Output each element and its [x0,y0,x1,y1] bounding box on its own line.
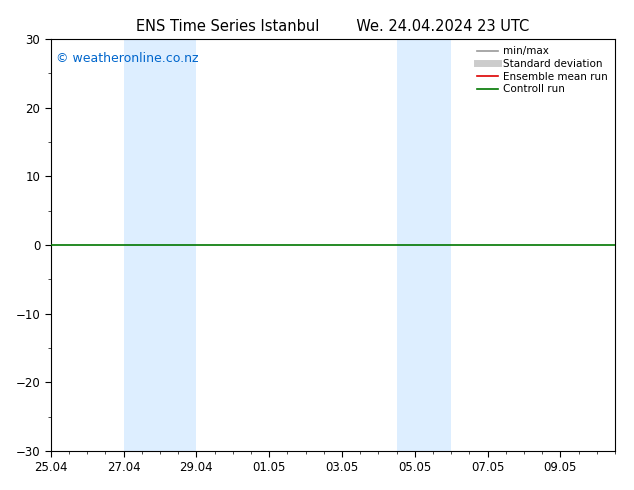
Bar [396,39,451,451]
Text: © weatheronline.co.nz: © weatheronline.co.nz [56,51,199,65]
Bar [124,39,197,451]
Legend: min/max, Standard deviation, Ensemble mean run, Controll run: min/max, Standard deviation, Ensemble me… [475,45,610,97]
Title: ENS Time Series Istanbul        We. 24.04.2024 23 UTC: ENS Time Series Istanbul We. 24.04.2024 … [136,19,529,34]
